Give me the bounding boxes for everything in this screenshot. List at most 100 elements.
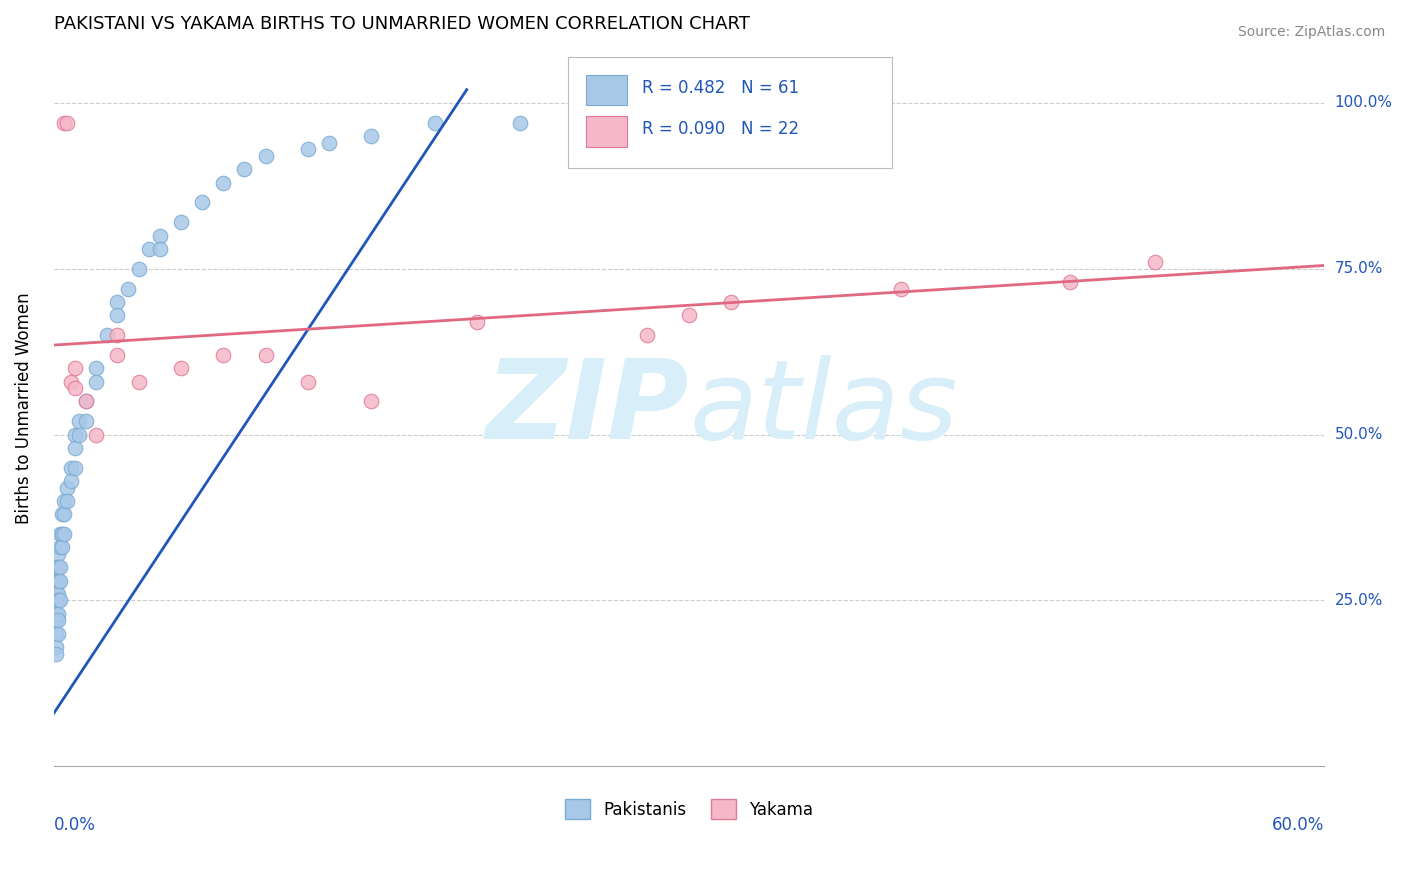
Point — [46, 547, 69, 561]
Text: 75.0%: 75.0% — [1334, 261, 1384, 277]
Point — [46, 613, 69, 627]
Point — [84, 427, 107, 442]
Point — [67, 414, 90, 428]
Point — [45, 626, 67, 640]
FancyBboxPatch shape — [568, 57, 893, 168]
Point — [46, 587, 69, 601]
Point — [233, 162, 256, 177]
Point — [138, 242, 160, 256]
Point — [45, 574, 67, 588]
Point — [191, 195, 214, 210]
Point — [49, 574, 72, 588]
Point — [105, 348, 128, 362]
Text: 0.0%: 0.0% — [53, 816, 96, 835]
Point — [46, 574, 69, 588]
Point — [254, 149, 277, 163]
Point — [75, 394, 97, 409]
Point — [49, 560, 72, 574]
Point — [149, 242, 172, 256]
Point — [59, 474, 82, 488]
Point — [423, 116, 446, 130]
Text: 100.0%: 100.0% — [1334, 95, 1392, 111]
Point — [45, 587, 67, 601]
Point — [636, 95, 658, 110]
Point — [720, 294, 742, 309]
Point — [636, 328, 658, 343]
Point — [96, 328, 118, 343]
Point — [46, 607, 69, 621]
Point — [45, 647, 67, 661]
Text: 50.0%: 50.0% — [1334, 427, 1384, 442]
Point — [46, 593, 69, 607]
Point — [890, 282, 912, 296]
Point — [75, 394, 97, 409]
Point — [45, 580, 67, 594]
Point — [63, 441, 86, 455]
Point — [1143, 255, 1166, 269]
Point — [84, 361, 107, 376]
Point — [51, 527, 73, 541]
Point — [53, 507, 76, 521]
Point — [117, 282, 139, 296]
Point — [59, 375, 82, 389]
Point — [49, 593, 72, 607]
Point — [46, 560, 69, 574]
Point — [45, 560, 67, 574]
Point — [53, 527, 76, 541]
Point — [55, 494, 77, 508]
Legend: Pakistanis, Yakama: Pakistanis, Yakama — [558, 792, 820, 826]
Point — [63, 361, 86, 376]
Point — [49, 541, 72, 555]
Point — [465, 315, 488, 329]
Point — [128, 375, 150, 389]
Point — [128, 261, 150, 276]
Point — [105, 308, 128, 322]
Point — [55, 481, 77, 495]
Text: atlas: atlas — [689, 355, 957, 461]
Point — [45, 613, 67, 627]
Point — [59, 460, 82, 475]
Y-axis label: Births to Unmarried Women: Births to Unmarried Women — [15, 293, 32, 524]
Point — [212, 176, 235, 190]
Point — [509, 116, 531, 130]
Point — [318, 136, 340, 150]
Point — [297, 142, 319, 156]
Point — [45, 640, 67, 654]
Point — [170, 215, 193, 229]
Point — [55, 116, 77, 130]
Text: Source: ZipAtlas.com: Source: ZipAtlas.com — [1237, 25, 1385, 39]
Text: PAKISTANI VS YAKAMA BIRTHS TO UNMARRIED WOMEN CORRELATION CHART: PAKISTANI VS YAKAMA BIRTHS TO UNMARRIED … — [53, 15, 749, 33]
Point — [254, 348, 277, 362]
Point — [63, 381, 86, 395]
Point — [360, 129, 382, 144]
Point — [46, 626, 69, 640]
Point — [63, 460, 86, 475]
Point — [170, 361, 193, 376]
Text: R = 0.090   N = 22: R = 0.090 N = 22 — [643, 120, 799, 138]
Point — [53, 116, 76, 130]
Point — [63, 427, 86, 442]
Point — [67, 427, 90, 442]
FancyBboxPatch shape — [586, 75, 627, 105]
Point — [1059, 275, 1081, 289]
Point — [51, 507, 73, 521]
Text: 60.0%: 60.0% — [1272, 816, 1324, 835]
Point — [51, 541, 73, 555]
Point — [678, 308, 700, 322]
Text: ZIP: ZIP — [485, 355, 689, 461]
Point — [45, 593, 67, 607]
Point — [49, 527, 72, 541]
Point — [75, 414, 97, 428]
Point — [360, 394, 382, 409]
Point — [53, 494, 76, 508]
Point — [105, 294, 128, 309]
FancyBboxPatch shape — [586, 117, 627, 146]
Point — [45, 607, 67, 621]
Point — [212, 348, 235, 362]
Point — [84, 375, 107, 389]
Point — [297, 375, 319, 389]
Point — [105, 328, 128, 343]
Text: 25.0%: 25.0% — [1334, 593, 1384, 608]
Point — [149, 228, 172, 243]
Text: R = 0.482   N = 61: R = 0.482 N = 61 — [643, 78, 799, 97]
